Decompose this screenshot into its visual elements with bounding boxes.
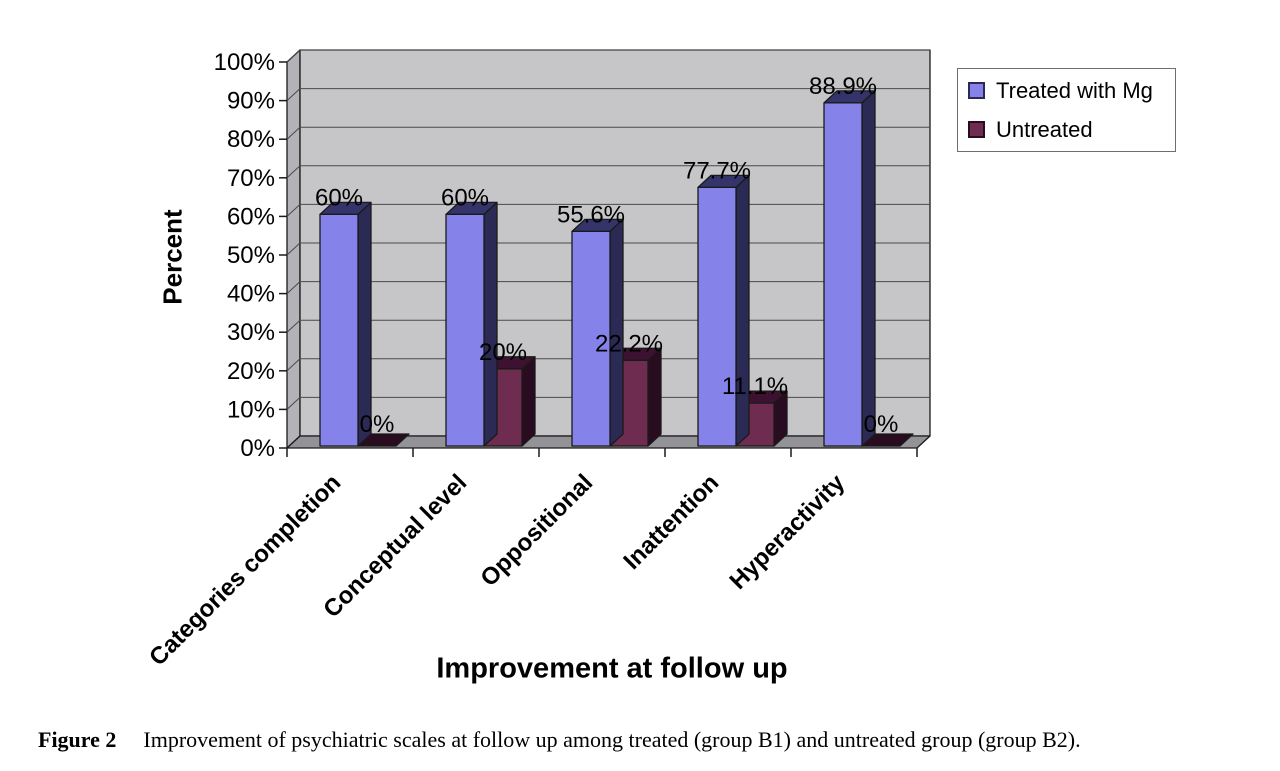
caption-text: Improvement of psychiatric scales at fol…	[143, 727, 1081, 752]
figure-caption: Figure 2 Improvement of psychiatric scal…	[38, 727, 1268, 753]
gridline-sidewall	[286, 49, 301, 63]
data-label-untreated-4: 0%	[864, 411, 899, 438]
legend-swatch-untreated-icon	[968, 121, 985, 138]
gridline-sidewall	[286, 165, 301, 179]
data-label-untreated-1: 20%	[479, 339, 527, 366]
data-label-treated-3: 77.7%	[683, 157, 751, 184]
legend-label-untreated: Untreated	[996, 116, 1093, 142]
bar-treated-1-front	[445, 213, 485, 447]
data-label-treated-2: 55.6%	[557, 201, 625, 228]
data-label-treated-4: 88.9%	[809, 73, 877, 100]
y-tick-label: 30%	[227, 319, 275, 346]
bar-treated-4-front	[823, 102, 863, 447]
y-axis-title: Percent	[157, 209, 188, 305]
gridline-sidewall	[286, 397, 301, 410]
gridline-sidewall	[286, 126, 301, 140]
y-tick-label: 50%	[227, 242, 275, 269]
bar-treated-0-side	[357, 201, 372, 447]
gridline-sidewall	[286, 204, 301, 217]
figure-label: Figure 2	[38, 727, 117, 752]
data-label-untreated-3: 11.1%	[722, 373, 788, 400]
y-tick-label: 80%	[227, 126, 275, 153]
bar-treated-2-front	[571, 230, 611, 447]
category-label-4: Hyperactivity	[725, 469, 851, 595]
y-tick-label: 20%	[227, 358, 275, 385]
legend-swatch-treated-icon	[968, 82, 985, 99]
bar-chart-canvas: 0% 10% 20% 30% 40% 50% 60% 70% 80% 90% 100% 0% 60% 20…	[144, 49, 931, 671]
category-label-0: Categories completion	[144, 469, 346, 671]
data-label-untreated-0: 0%	[360, 411, 395, 438]
y-tick-label: 10%	[227, 396, 275, 423]
bar-untreated-2-side	[647, 347, 662, 447]
gridline-sidewall	[286, 281, 301, 294]
bar-treated-3-side	[735, 174, 750, 447]
y-tick-label: 60%	[227, 203, 275, 230]
bar-treated-0-front	[319, 213, 359, 447]
data-label-untreated-2: 22.2%	[595, 330, 663, 357]
legend-item-untreated: Untreated	[968, 117, 1175, 143]
gridline-sidewall	[286, 358, 301, 372]
category-label-2: Oppositional	[475, 469, 598, 592]
y-tick-label: 0%	[240, 435, 275, 462]
legend-item-treated: Treated with Mg	[968, 78, 1175, 104]
y-tick-label: 40%	[227, 281, 275, 308]
legend-label-treated: Treated with Mg	[996, 77, 1153, 103]
x-axis-title: Improvement at follow up	[436, 652, 788, 685]
gridline-sidewall	[286, 319, 301, 333]
bar-treated-3-front	[697, 186, 737, 447]
data-label-treated-1: 60%	[441, 184, 489, 211]
legend: Treated with Mg Untreated	[957, 68, 1176, 152]
bar-treated-1-side	[483, 201, 498, 447]
bar-untreated-1-side	[521, 356, 536, 447]
y-tick-label: 70%	[227, 165, 275, 192]
y-tick-label: 90%	[227, 88, 275, 115]
gridline-sidewall	[286, 88, 301, 101]
bar-treated-4-side	[861, 90, 876, 447]
data-label-treated-0: 60%	[315, 184, 363, 211]
category-label-3: Inattention	[618, 469, 724, 575]
gridline-sidewall	[286, 242, 301, 256]
y-tick-label: 100%	[214, 49, 275, 76]
